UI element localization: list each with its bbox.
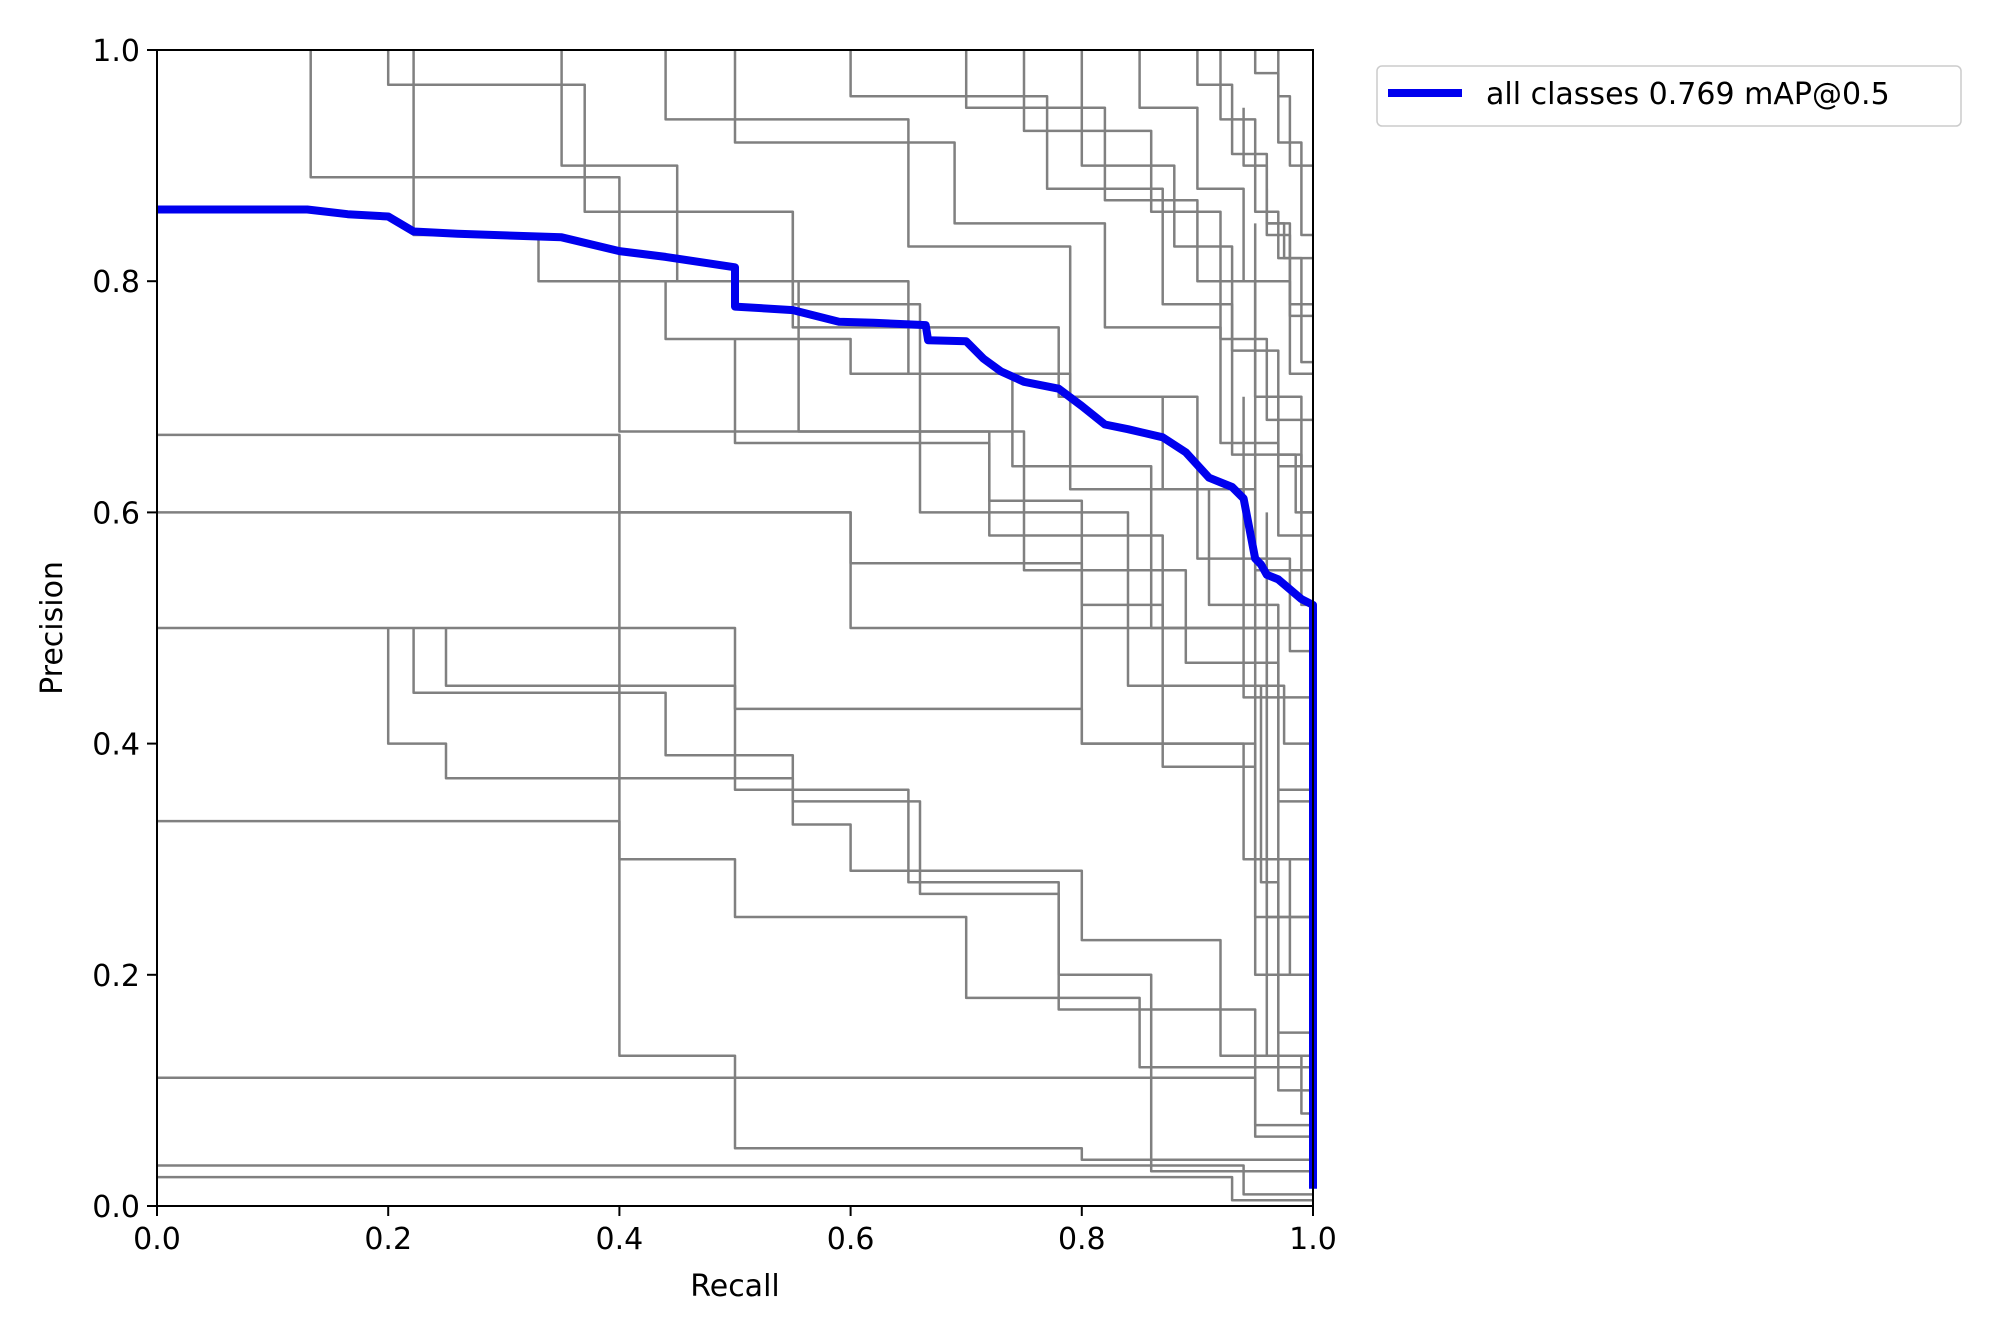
x-tick-label: 1.0 bbox=[1289, 1222, 1337, 1257]
curve-class-10 bbox=[157, 1164, 1313, 1196]
x-tick-label: 0.0 bbox=[133, 1222, 181, 1257]
curve-all-classes bbox=[157, 205, 1317, 1189]
curve-class-5 bbox=[386, 628, 1313, 1057]
curve-class-11 bbox=[157, 1175, 1313, 1202]
curve-class-4 bbox=[157, 626, 1313, 861]
curve-class-6 bbox=[412, 628, 1313, 1138]
y-axis-label: Precision bbox=[35, 561, 70, 695]
curve-class-1 bbox=[309, 50, 1313, 1092]
y-tick-label: 1.0 bbox=[92, 34, 140, 69]
curve-class-12 bbox=[618, 434, 1313, 1162]
legend: all classes 0.769 mAP@0.5 bbox=[1376, 65, 1962, 127]
curves-layer bbox=[157, 50, 1317, 1202]
y-tick-label: 0.0 bbox=[92, 1190, 140, 1225]
curve-class-9 bbox=[157, 1076, 1313, 1127]
curve-class-35 bbox=[664, 281, 1313, 699]
curve-class-28 bbox=[1265, 188, 1313, 306]
y-tick-label: 0.4 bbox=[92, 728, 140, 763]
plot-area: 0.0 0.2 0.4 0.6 0.8 1.0 0.0 0.2 0.4 0.6 0.8 1.0 bbox=[92, 34, 1337, 1257]
x-tick-label: 0.6 bbox=[827, 1222, 875, 1257]
axes-frame bbox=[156, 49, 1314, 1207]
y-tick-label: 0.8 bbox=[92, 265, 140, 300]
curve-class-24 bbox=[1219, 50, 1313, 364]
x-tick-label: 0.4 bbox=[596, 1222, 644, 1257]
curve-class-26 bbox=[1277, 50, 1313, 167]
curve-class-20 bbox=[1022, 50, 1313, 422]
curve-class-18 bbox=[733, 50, 1313, 537]
x-tick-label: 0.8 bbox=[1058, 1222, 1106, 1257]
curve-class-7 bbox=[444, 628, 1313, 1173]
x-axis-label: Recall bbox=[690, 1269, 780, 1304]
legend-label-all-classes: all classes 0.769 mAP@0.5 bbox=[1486, 77, 1890, 112]
legend-box bbox=[1376, 65, 1962, 127]
y-tick-label: 0.2 bbox=[92, 959, 140, 994]
y-axis-ticks: 0.0 0.2 0.4 0.6 0.8 1.0 bbox=[92, 34, 157, 1225]
x-tick-label: 0.2 bbox=[364, 1222, 412, 1257]
curve-class-36 bbox=[733, 339, 1313, 919]
curve-class-19 bbox=[964, 50, 1313, 514]
curve-class-31 bbox=[1259, 685, 1313, 1034]
y-tick-label: 0.6 bbox=[92, 496, 140, 531]
x-axis-ticks: 0.0 0.2 0.4 0.6 0.8 1.0 bbox=[133, 1206, 1337, 1257]
curve-class-3 bbox=[157, 511, 1313, 630]
curve-class-22 bbox=[1138, 50, 1313, 375]
curve-class-25 bbox=[1253, 50, 1313, 237]
